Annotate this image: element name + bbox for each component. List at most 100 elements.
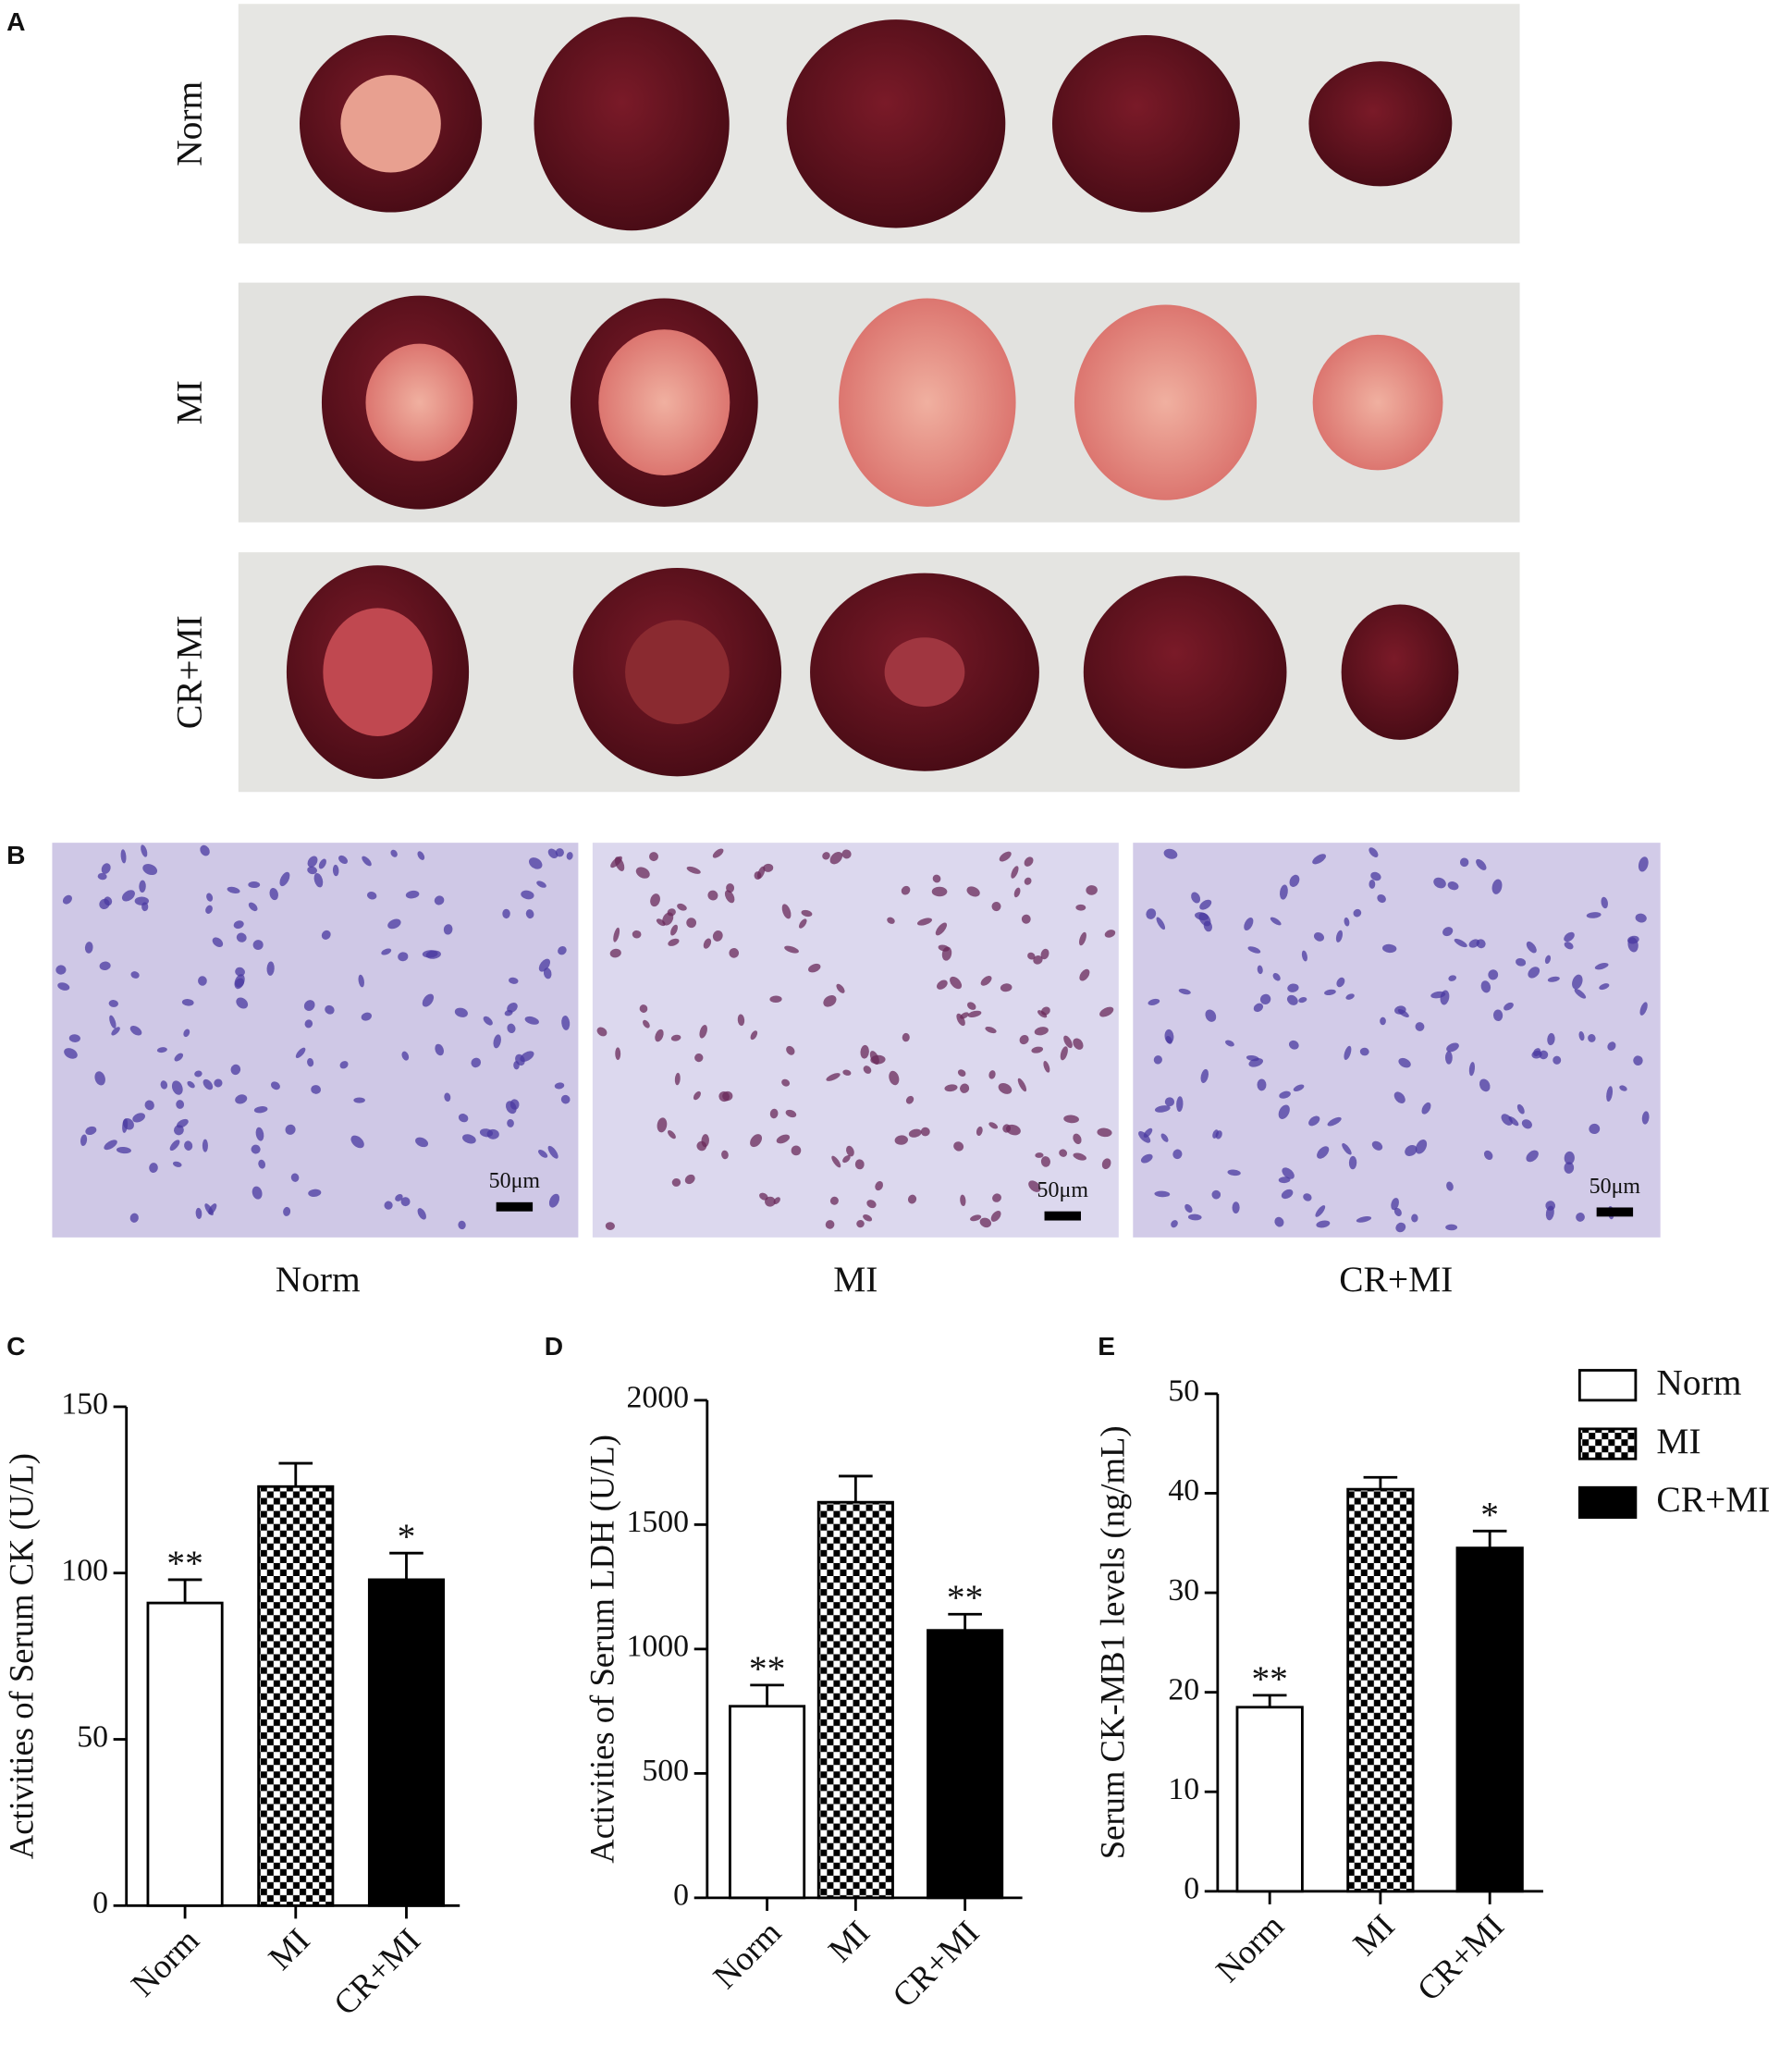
nucleus xyxy=(139,880,146,893)
nucleus xyxy=(801,909,813,918)
nucleus xyxy=(395,1194,403,1201)
nucleus xyxy=(1638,856,1649,872)
nucleus xyxy=(786,1045,795,1055)
nucleus xyxy=(677,903,687,911)
nucleus xyxy=(1480,980,1491,993)
nucleus xyxy=(543,967,552,979)
nucleus xyxy=(1544,955,1552,965)
nucleus xyxy=(1212,1129,1219,1139)
nucleus xyxy=(1492,1009,1504,1021)
nucleus xyxy=(863,1213,873,1222)
nucleus xyxy=(1079,968,1090,981)
nucleus xyxy=(417,851,425,860)
y-tick-label: 150 xyxy=(61,1387,108,1422)
nucleus xyxy=(773,1197,780,1204)
nucleus xyxy=(1244,917,1254,930)
nucleus xyxy=(566,852,573,860)
nucleus xyxy=(1483,1150,1493,1161)
nucleus xyxy=(937,979,948,990)
caption: MI xyxy=(833,1259,878,1300)
nucleus xyxy=(1063,1035,1073,1049)
nucleus xyxy=(1308,1115,1320,1127)
nucleus xyxy=(200,844,210,856)
nucleus xyxy=(944,1084,958,1092)
nucleus xyxy=(901,885,911,895)
nucleus xyxy=(1521,1119,1532,1129)
nucleus xyxy=(142,864,158,876)
nucleus xyxy=(1154,1105,1171,1113)
nucleus xyxy=(799,918,807,929)
nucleus xyxy=(1191,892,1201,904)
nucleus xyxy=(313,872,324,888)
nucleus xyxy=(831,1155,841,1168)
nucleus xyxy=(1336,977,1345,988)
nucleus xyxy=(1606,1086,1614,1103)
y-tick-label: 0 xyxy=(1184,1872,1199,1906)
nucleus xyxy=(172,1161,182,1167)
nucleus xyxy=(547,1145,558,1159)
nucleus xyxy=(212,937,224,948)
nucleus xyxy=(966,886,980,897)
nucleus xyxy=(854,1159,865,1170)
nucleus xyxy=(999,851,1012,862)
nucleus xyxy=(1011,866,1019,879)
nucleus xyxy=(227,886,240,893)
nucleus xyxy=(321,930,331,940)
panel-label: A xyxy=(6,7,25,36)
nucleus xyxy=(554,1082,565,1090)
nucleus xyxy=(1317,1146,1330,1159)
nucleus xyxy=(1356,1216,1372,1223)
nucleus xyxy=(1448,975,1457,981)
nucleus xyxy=(1446,1181,1454,1191)
nucleus xyxy=(130,971,140,979)
nucleus xyxy=(1303,1193,1312,1201)
nucleus xyxy=(1370,871,1381,881)
panel-label: C xyxy=(6,1332,25,1361)
panel-label: B xyxy=(6,841,25,869)
nucleus xyxy=(1178,988,1191,995)
nucleus xyxy=(1619,1085,1627,1091)
nucleus xyxy=(195,1207,203,1219)
nucleus xyxy=(1440,990,1450,1005)
nucleus xyxy=(415,1137,429,1148)
nucleus xyxy=(1000,983,1013,992)
nucleus xyxy=(980,976,992,986)
heart-slice xyxy=(1308,61,1453,187)
legend-swatch xyxy=(1577,1485,1638,1520)
nucleus xyxy=(856,1219,865,1228)
nucleus xyxy=(1393,1207,1402,1216)
nucleus xyxy=(1280,884,1288,900)
nucleus xyxy=(808,963,821,973)
nucleus xyxy=(1447,881,1459,891)
nucleus xyxy=(729,948,740,958)
nucleus xyxy=(1442,927,1454,937)
nucleus xyxy=(1589,1123,1601,1135)
nucleus xyxy=(121,890,135,902)
nucleus xyxy=(1633,1055,1643,1066)
nucleus xyxy=(1607,1041,1616,1051)
nucleus xyxy=(558,945,567,955)
nucleus xyxy=(252,1186,263,1200)
nucleus xyxy=(1586,912,1602,918)
legend-label: CR+MI xyxy=(1656,1479,1770,1520)
nucleus xyxy=(1035,1152,1044,1158)
nucleus xyxy=(655,1029,664,1042)
nucleus xyxy=(1248,1058,1264,1067)
nucleus xyxy=(169,1140,180,1152)
nucleus xyxy=(750,1030,758,1041)
bar xyxy=(146,1601,224,1907)
nucleus xyxy=(230,1064,241,1076)
nucleus xyxy=(120,849,127,864)
nucleus xyxy=(670,1034,681,1041)
nucleus xyxy=(825,1220,835,1229)
nucleus xyxy=(1395,1222,1406,1233)
nucleus xyxy=(205,905,213,914)
nucleus xyxy=(671,1177,681,1187)
nucleus xyxy=(235,967,245,977)
nucleus xyxy=(132,1113,145,1123)
nucleus xyxy=(471,1057,482,1068)
y-axis-label: Activities of Serum CK (U/L) xyxy=(2,1453,40,1859)
scale-bar-label: 50μm xyxy=(1589,1175,1641,1199)
nucleus xyxy=(422,993,435,1007)
